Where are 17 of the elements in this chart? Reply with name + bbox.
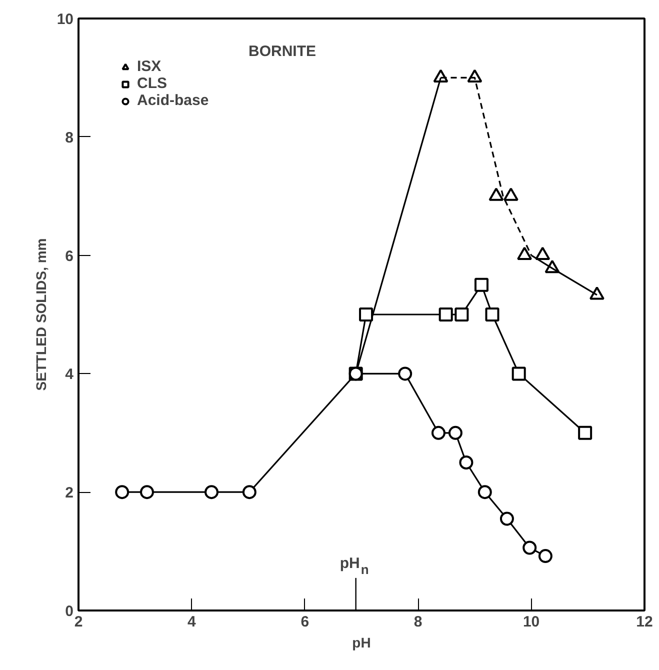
y-tick-label: 8 — [65, 129, 74, 146]
y-tick-label: 10 — [56, 11, 74, 28]
legend-label: Acid-base — [137, 92, 209, 109]
x-tick-label: 4 — [188, 614, 197, 630]
y-axis-title: SETTLED SOLIDS, mm — [32, 238, 49, 391]
y-tick-label: 0 — [65, 603, 74, 620]
y-tick-label: 6 — [65, 248, 74, 265]
legend-label: ISX — [137, 58, 162, 75]
y-tick-label: 2 — [65, 484, 74, 502]
legend-label: CLS — [137, 75, 167, 92]
x-tick-label: 12 — [636, 614, 653, 630]
x-tick-label: 10 — [522, 614, 540, 630]
y-tick-label: 4 — [65, 366, 74, 384]
x-axis-title: pH — [352, 634, 371, 650]
x-tick-label: 8 — [414, 614, 422, 630]
annotation: BORNITE — [248, 42, 316, 60]
x-tick-label: 6 — [300, 614, 310, 630]
